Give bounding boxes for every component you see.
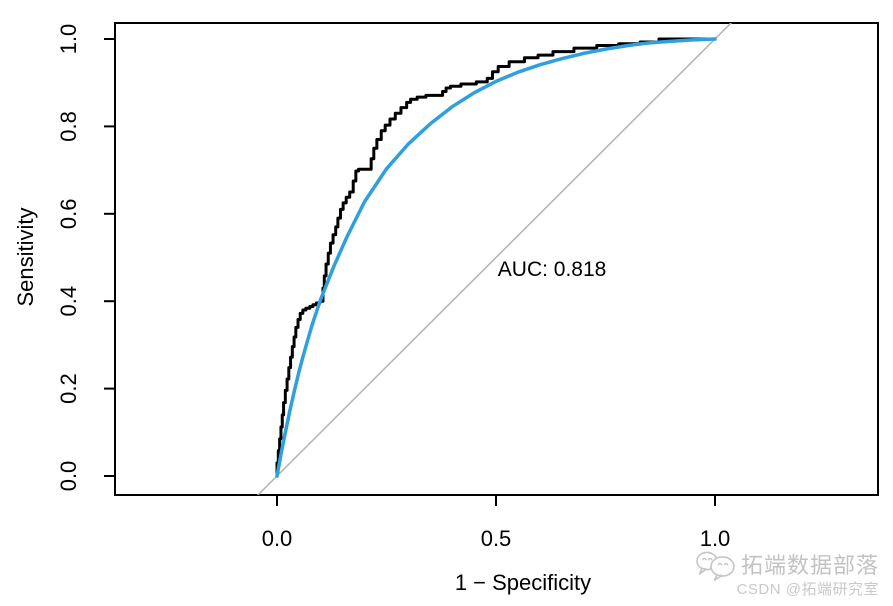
- x-tick-label: 0.5: [481, 526, 512, 551]
- plot-box: [114, 22, 879, 496]
- chance-line: [256, 23, 733, 495]
- y-tick-label: 0.0: [56, 461, 81, 492]
- x-tick-label: 0.0: [262, 526, 293, 551]
- watermark-csdn-text: CSDN @拓端研究室: [736, 581, 879, 599]
- wechat-icon: [696, 551, 735, 582]
- watermark-line1: 拓端数据部落: [695, 550, 879, 582]
- y-tick-label: 0.8: [56, 111, 81, 142]
- watermark-brand-text: 拓端数据部落: [740, 553, 879, 579]
- empirical-roc-curve: [275, 37, 717, 478]
- auc-annotation: AUC: 0.818: [498, 258, 607, 281]
- y-tick-label: 1.0: [56, 24, 81, 55]
- y-tick-label: 0.4: [56, 286, 81, 317]
- y-tick-label: 0.2: [56, 373, 81, 404]
- y-tick-label: 0.6: [56, 199, 81, 230]
- x-axis-title: 1 − Specificity: [455, 570, 591, 595]
- x-tick-label: 1.0: [700, 526, 731, 551]
- smoothed-roc-curve: [275, 37, 717, 478]
- watermark: 拓端数据部落 CSDN @拓端研究室: [695, 550, 879, 598]
- y-axis-title: Sensitivity: [13, 207, 38, 306]
